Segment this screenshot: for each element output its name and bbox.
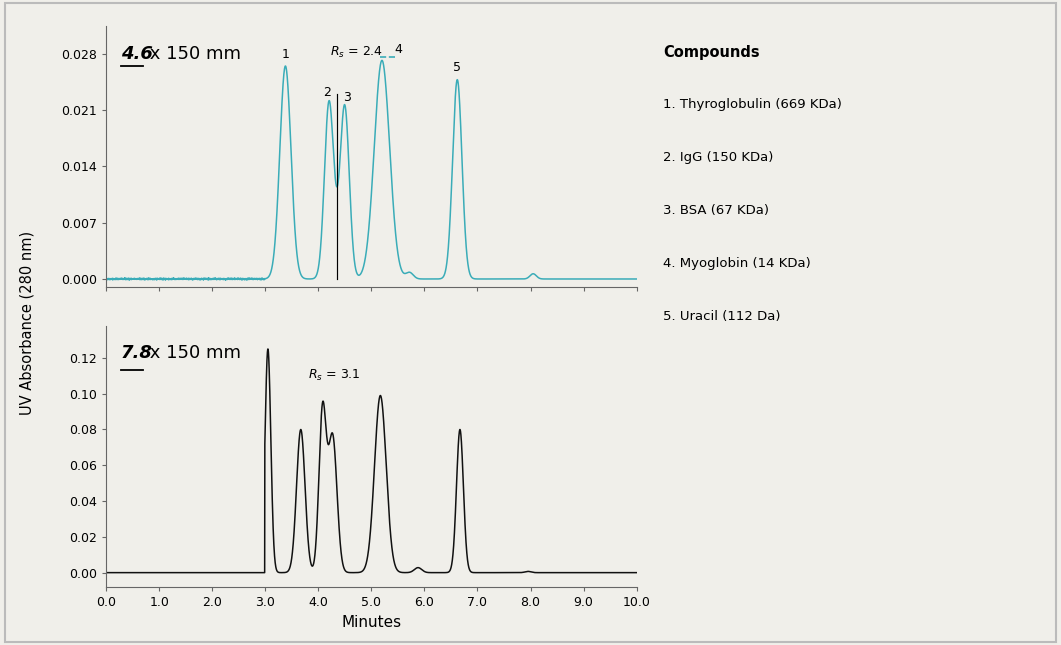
Text: 5: 5	[453, 61, 462, 74]
Text: 1: 1	[281, 48, 290, 61]
Text: 4.6: 4.6	[121, 45, 153, 63]
Text: 5. Uracil (112 Da): 5. Uracil (112 Da)	[663, 310, 781, 322]
Text: Compounds: Compounds	[663, 45, 760, 60]
Text: 2: 2	[324, 86, 331, 99]
Text: 7.8: 7.8	[121, 344, 153, 362]
Text: 4: 4	[394, 43, 402, 56]
Text: UV Absorbance (280 nm): UV Absorbance (280 nm)	[19, 230, 34, 415]
Text: x 150 mm: x 150 mm	[144, 344, 241, 362]
Text: $R_s$ = 3.1: $R_s$ = 3.1	[308, 368, 361, 383]
Text: $R_s$ = 2.4: $R_s$ = 2.4	[330, 45, 384, 61]
Text: 2. IgG (150 KDa): 2. IgG (150 KDa)	[663, 151, 773, 164]
Text: x 150 mm: x 150 mm	[144, 45, 241, 63]
Text: 1. Thyroglobulin (669 KDa): 1. Thyroglobulin (669 KDa)	[663, 98, 842, 111]
Text: 3. BSA (67 KDa): 3. BSA (67 KDa)	[663, 204, 769, 217]
Text: 3: 3	[344, 91, 351, 104]
Text: 4. Myoglobin (14 KDa): 4. Myoglobin (14 KDa)	[663, 257, 811, 270]
X-axis label: Minutes: Minutes	[342, 615, 401, 630]
